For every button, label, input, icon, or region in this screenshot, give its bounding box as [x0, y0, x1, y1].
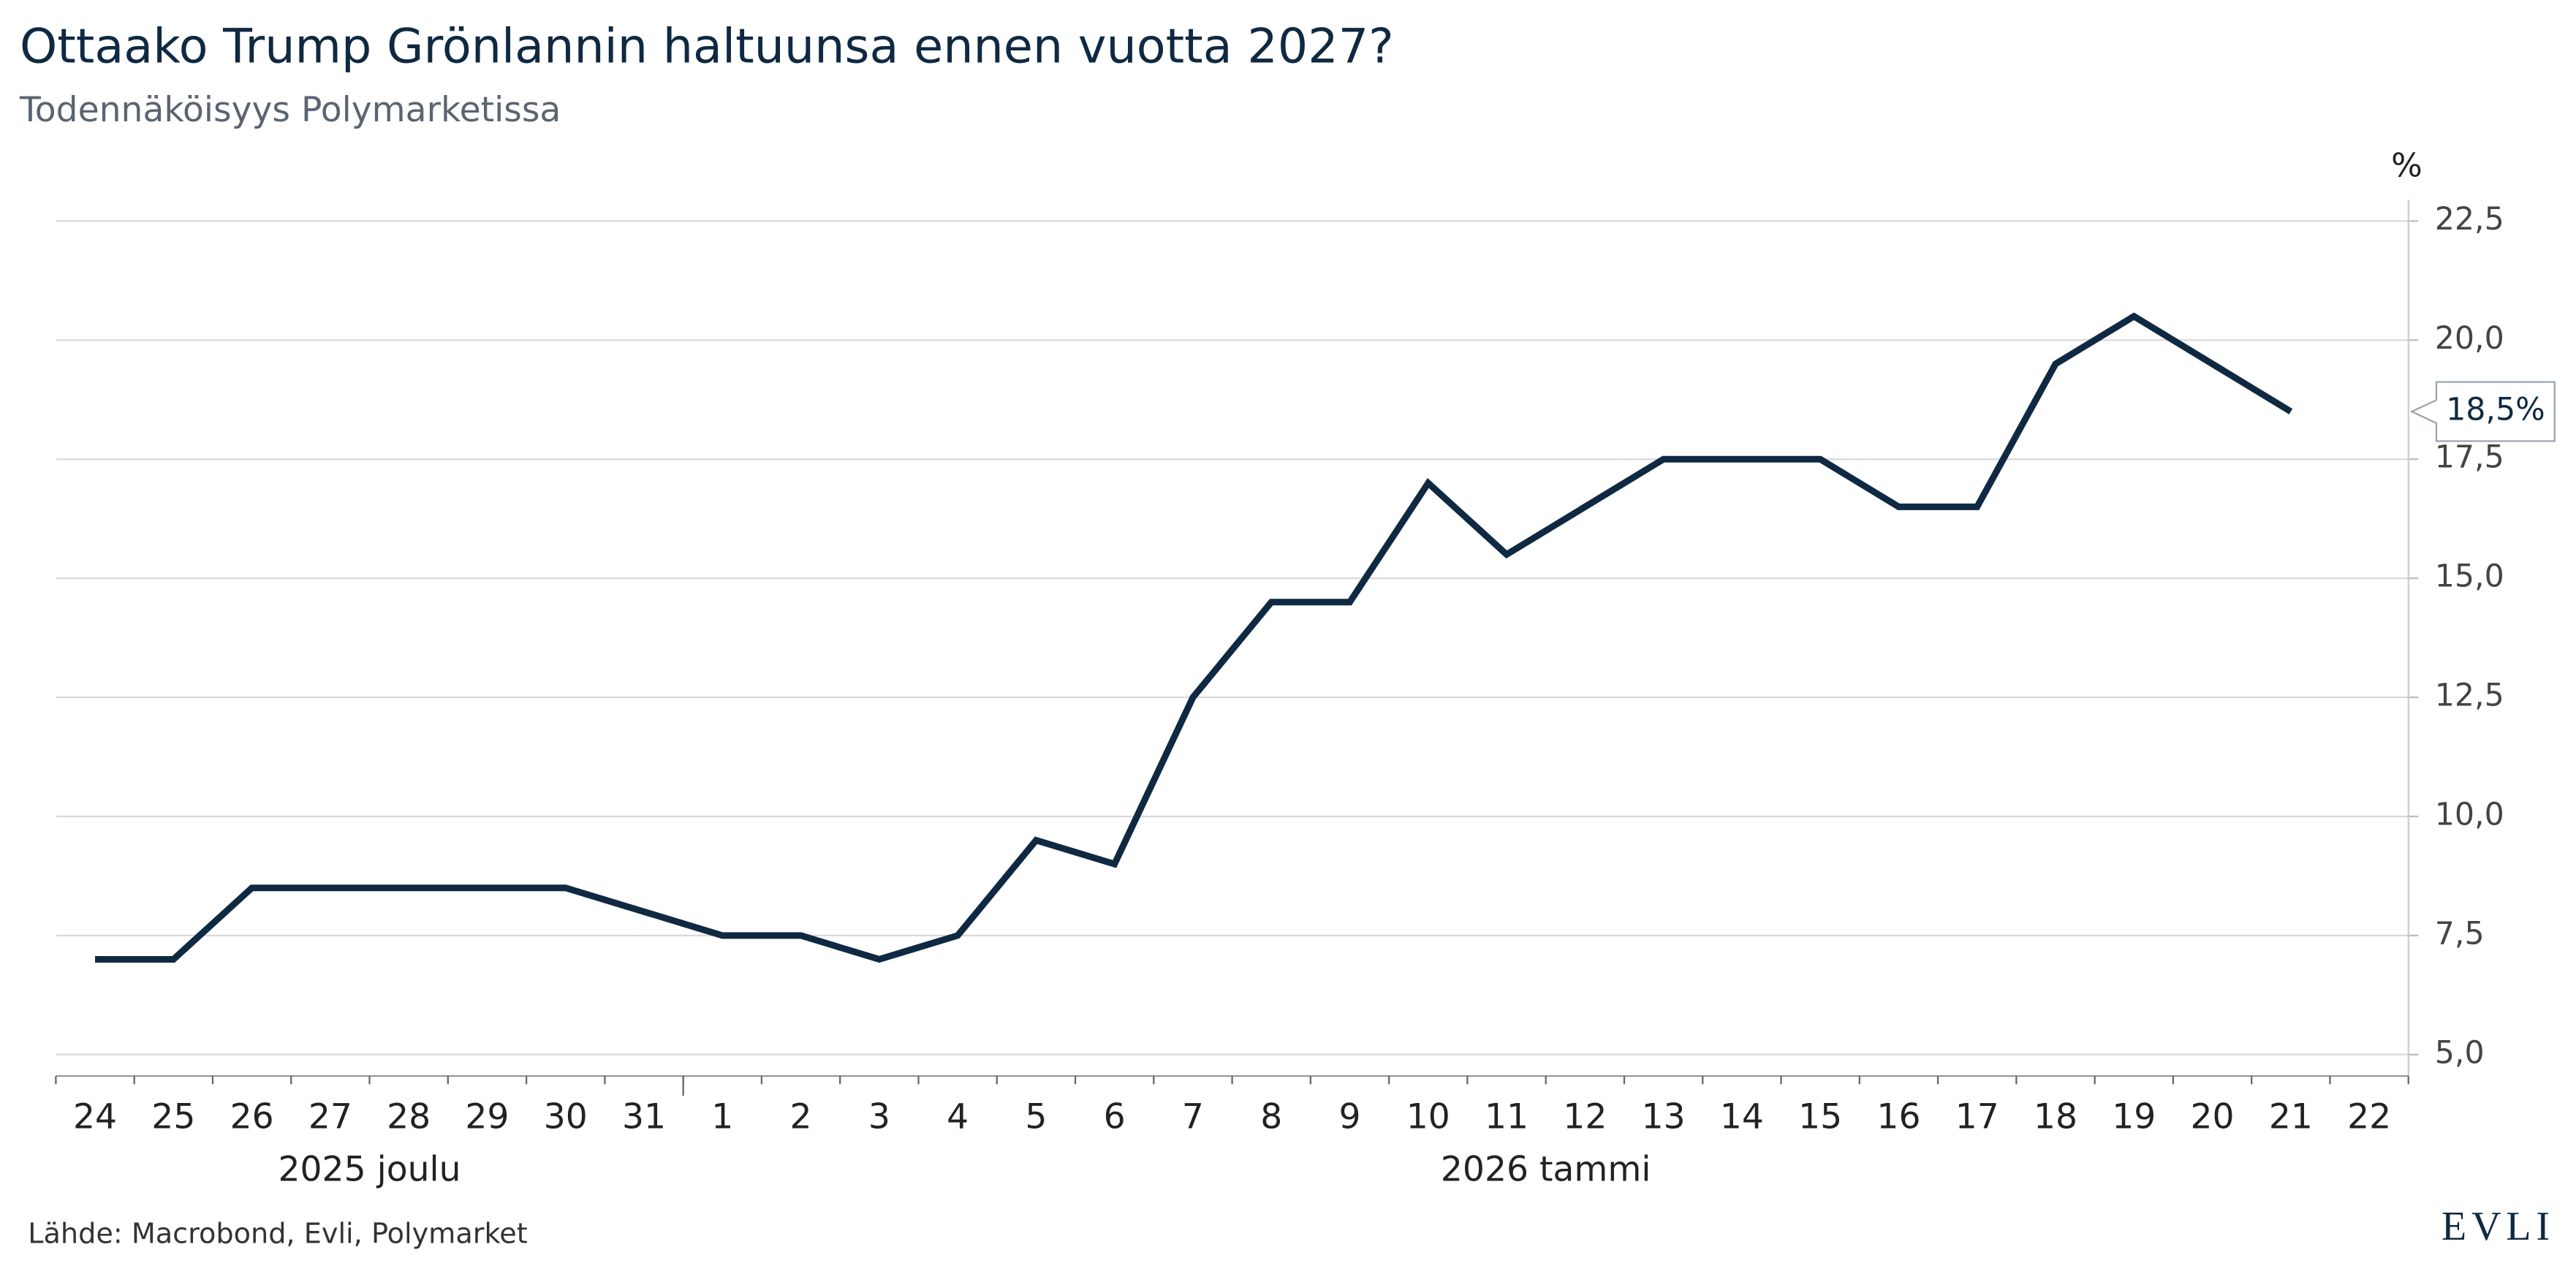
x-tick-label: 17 — [1955, 1097, 1999, 1137]
x-tick-label: 1 — [711, 1097, 733, 1137]
x-tick-label: 24 — [73, 1097, 117, 1137]
y-tick-label: 20,0 — [2435, 320, 2504, 357]
y-tick-label: 10,0 — [2435, 796, 2504, 833]
x-tick-label: 2 — [790, 1097, 812, 1137]
x-tick-label: 27 — [308, 1097, 352, 1137]
x-tick-label: 14 — [1720, 1097, 1764, 1137]
x-tick-label: 21 — [2269, 1097, 2313, 1137]
x-tick-label: 31 — [622, 1097, 666, 1137]
chart-title: Ottaako Trump Grönlannin haltuunsa ennen… — [20, 20, 1394, 75]
x-tick-label: 4 — [947, 1097, 969, 1137]
group-label: 2025 joulu — [279, 1149, 461, 1189]
x-tick-label: 22 — [2347, 1097, 2391, 1137]
x-tick-label: 9 — [1338, 1097, 1360, 1137]
y-tick-label: 22,5 — [2435, 201, 2504, 238]
y-tick-label: 15,0 — [2435, 558, 2504, 595]
x-tick-label: 28 — [387, 1097, 431, 1137]
x-tick-label: 18 — [2034, 1097, 2077, 1137]
x-tick-label: 16 — [1876, 1097, 1920, 1137]
x-tick-label: 3 — [868, 1097, 890, 1137]
x-tick-label: 29 — [465, 1097, 509, 1137]
y-tick-label: 12,5 — [2435, 678, 2504, 714]
x-tick-label: 26 — [230, 1097, 274, 1137]
y-tick-label: 17,5 — [2435, 439, 2504, 476]
value-callout — [2409, 381, 2556, 442]
logo: EVLI — [2441, 1204, 2555, 1249]
x-tick-label: 15 — [1798, 1097, 1842, 1137]
x-tick-label: 13 — [1642, 1097, 1686, 1137]
x-tick-label: 11 — [1485, 1097, 1528, 1137]
line — [95, 312, 2293, 963]
y-tick-label: 5,0 — [2435, 1034, 2485, 1071]
y-tick-label: 7,5 — [2435, 915, 2485, 952]
x-tick-label: 8 — [1260, 1097, 1282, 1137]
x-tick-label: 20 — [2191, 1097, 2235, 1137]
x-tick-label: 12 — [1563, 1097, 1607, 1137]
x-tick-label: 19 — [2112, 1097, 2156, 1137]
x-tick-label: 10 — [1406, 1097, 1450, 1137]
value-label: 18,5% — [2446, 392, 2545, 428]
x-tick-label: 6 — [1104, 1097, 1126, 1137]
x-tick-label: 5 — [1025, 1097, 1047, 1137]
x-tick-label: 30 — [544, 1097, 588, 1137]
y-unit: % — [2391, 145, 2422, 184]
x-tick-label: 25 — [151, 1097, 195, 1137]
x-tick-label: 7 — [1182, 1097, 1204, 1137]
source: Lähde: Macrobond, Evli, Polymarket — [28, 1218, 528, 1251]
group-label: 2026 tammi — [1441, 1149, 1651, 1189]
chart-subtitle: Todennäköisyys Polymarketissa — [19, 90, 561, 130]
